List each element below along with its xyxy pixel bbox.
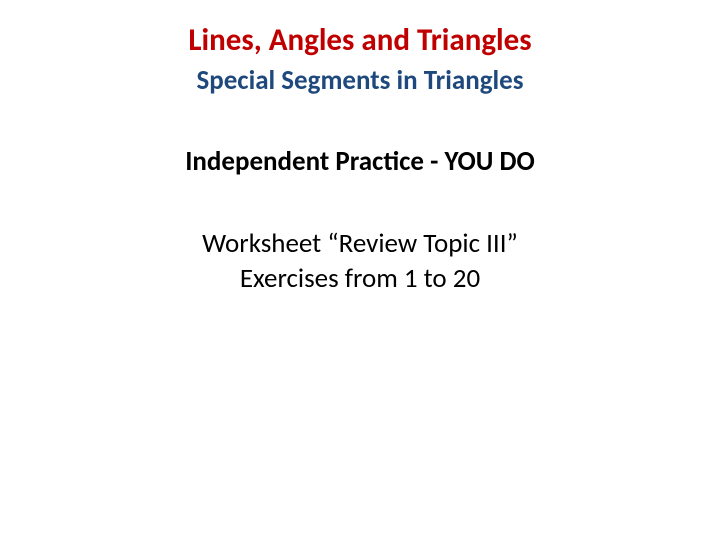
body-text: Worksheet “Review Topic III” Exercises f… [140, 226, 580, 296]
section-title: Independent Practice - YOU DO [130, 146, 590, 178]
body-line-2: Exercises from 1 to 20 [240, 262, 480, 295]
main-title: Lines, Angles and Triangles [140, 22, 580, 59]
subtitle: Special Segments in Triangles [140, 65, 580, 97]
body-line-1: Worksheet “Review Topic III” [202, 227, 518, 260]
slide-container: Lines, Angles and Triangles Special Segm… [0, 0, 720, 540]
title-block: Lines, Angles and Triangles Special Segm… [140, 22, 580, 98]
